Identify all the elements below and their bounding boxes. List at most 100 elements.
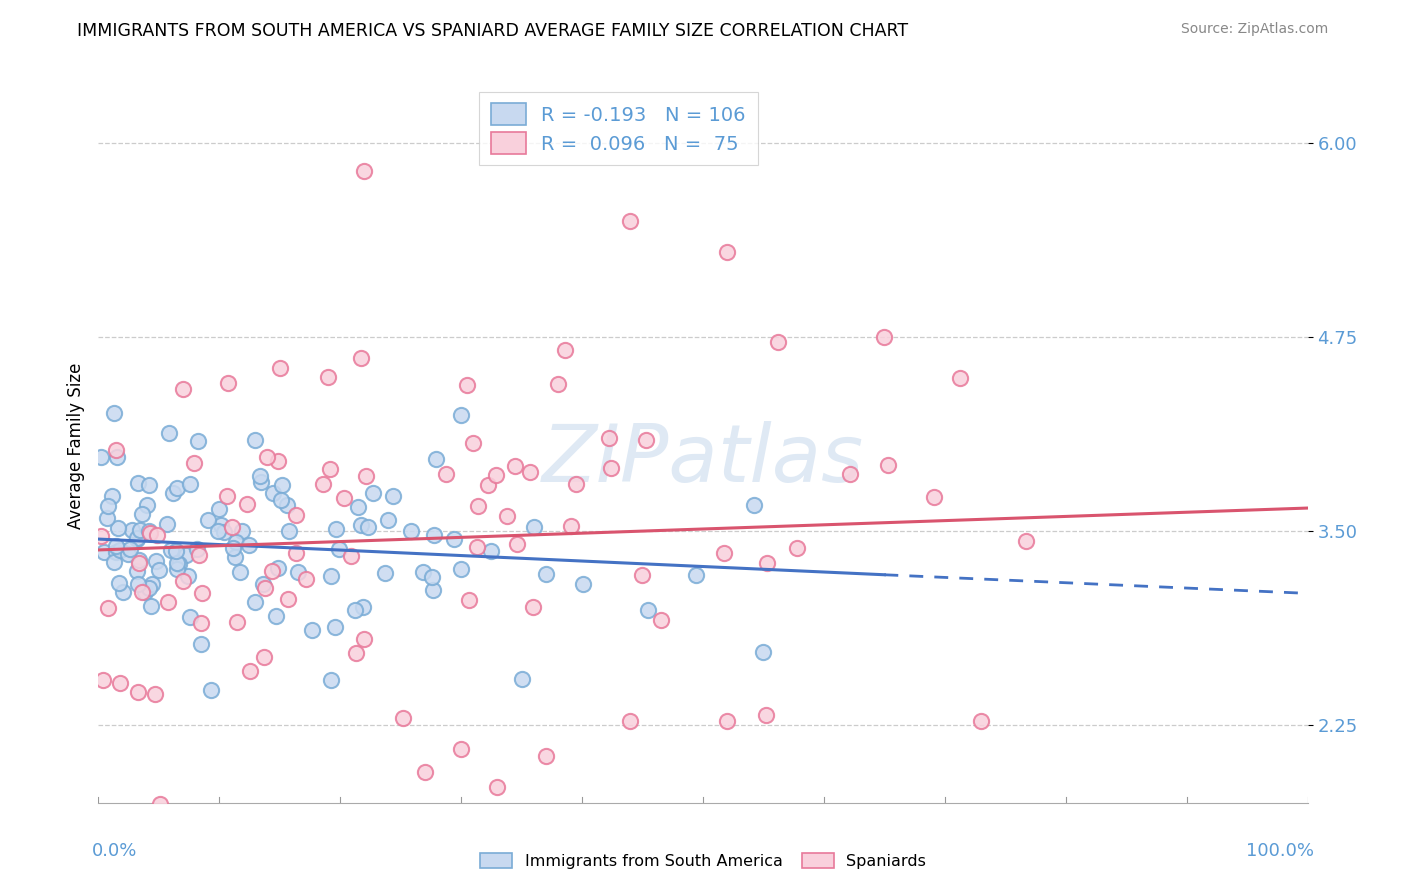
Point xyxy=(108,576,131,591)
Point xyxy=(190,616,212,631)
Point xyxy=(496,509,519,524)
Point xyxy=(565,477,588,491)
Point xyxy=(165,544,187,558)
Point xyxy=(91,673,114,688)
Point xyxy=(461,435,484,450)
Point xyxy=(534,749,557,764)
Point xyxy=(104,539,127,553)
Point xyxy=(143,687,166,701)
Point xyxy=(101,489,124,503)
Point xyxy=(103,555,125,569)
Point xyxy=(128,556,150,570)
Point xyxy=(756,556,779,570)
Point xyxy=(269,361,291,376)
Point xyxy=(285,545,308,559)
Point xyxy=(146,528,169,542)
Point xyxy=(301,623,323,637)
Point xyxy=(506,537,529,551)
Point xyxy=(270,493,292,508)
Point xyxy=(970,714,993,728)
Point xyxy=(125,532,148,546)
Point xyxy=(420,570,443,584)
Point xyxy=(572,577,595,591)
Point xyxy=(110,543,132,558)
Point xyxy=(465,541,488,555)
Point xyxy=(217,376,239,390)
Point xyxy=(105,545,128,559)
Point xyxy=(127,684,149,698)
Point xyxy=(127,565,149,579)
Point xyxy=(221,520,243,534)
Point xyxy=(228,565,250,579)
Point xyxy=(186,541,208,556)
Point xyxy=(103,406,125,420)
Point xyxy=(323,620,346,634)
Point xyxy=(344,602,367,616)
Point xyxy=(243,434,266,448)
Point xyxy=(838,467,860,481)
Point xyxy=(212,525,235,540)
Point xyxy=(225,615,247,629)
Point xyxy=(176,548,198,562)
Point xyxy=(353,164,375,178)
Point xyxy=(183,456,205,470)
Point xyxy=(361,486,384,500)
Point xyxy=(131,585,153,599)
Point xyxy=(197,513,219,527)
Point xyxy=(131,507,153,521)
Point xyxy=(536,566,558,581)
Point xyxy=(685,567,707,582)
Point xyxy=(166,556,188,570)
Point xyxy=(1015,534,1038,549)
Point xyxy=(253,649,276,664)
Point xyxy=(225,535,247,549)
Point xyxy=(354,469,377,483)
Point xyxy=(208,502,231,516)
Point xyxy=(716,245,738,260)
Point xyxy=(138,525,160,540)
Point xyxy=(138,581,160,595)
Point xyxy=(105,450,128,465)
Point xyxy=(278,524,301,538)
Point xyxy=(179,610,201,624)
Point xyxy=(145,553,167,567)
Point xyxy=(922,490,945,504)
Point xyxy=(477,478,499,492)
Point xyxy=(127,475,149,490)
Point xyxy=(328,541,350,556)
Point xyxy=(316,370,339,384)
Point xyxy=(377,513,399,527)
Point xyxy=(118,542,141,557)
Point xyxy=(523,519,546,533)
Point xyxy=(277,592,299,607)
Point xyxy=(239,665,262,679)
Point xyxy=(434,467,457,481)
Point xyxy=(486,780,509,795)
Point xyxy=(519,466,541,480)
Point xyxy=(413,764,436,779)
Point xyxy=(450,562,472,576)
Point xyxy=(264,609,287,624)
Point xyxy=(318,462,340,476)
Point xyxy=(148,563,170,577)
Point xyxy=(353,632,375,646)
Point xyxy=(267,561,290,575)
Point xyxy=(350,517,373,532)
Point xyxy=(352,600,374,615)
Point xyxy=(157,426,180,441)
Point xyxy=(598,431,620,445)
Point xyxy=(191,585,214,599)
Point xyxy=(236,497,259,511)
Legend: Immigrants from South America, Spaniards: Immigrants from South America, Spaniards xyxy=(474,847,932,875)
Point xyxy=(112,584,135,599)
Point xyxy=(187,434,209,448)
Point xyxy=(135,498,157,512)
Point xyxy=(187,548,209,562)
Point xyxy=(97,499,120,513)
Point xyxy=(744,499,766,513)
Point xyxy=(392,711,415,725)
Y-axis label: Average Family Size: Average Family Size xyxy=(66,363,84,529)
Point xyxy=(319,569,342,583)
Point xyxy=(333,491,356,505)
Point xyxy=(547,376,569,391)
